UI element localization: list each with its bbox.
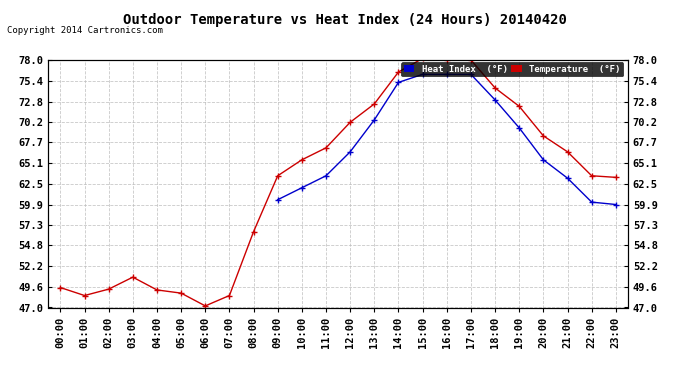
Text: Outdoor Temperature vs Heat Index (24 Hours) 20140420: Outdoor Temperature vs Heat Index (24 Ho… [123,13,567,27]
Text: Copyright 2014 Cartronics.com: Copyright 2014 Cartronics.com [7,26,163,35]
Legend: Heat Index  (°F), Temperature  (°F): Heat Index (°F), Temperature (°F) [401,62,623,76]
